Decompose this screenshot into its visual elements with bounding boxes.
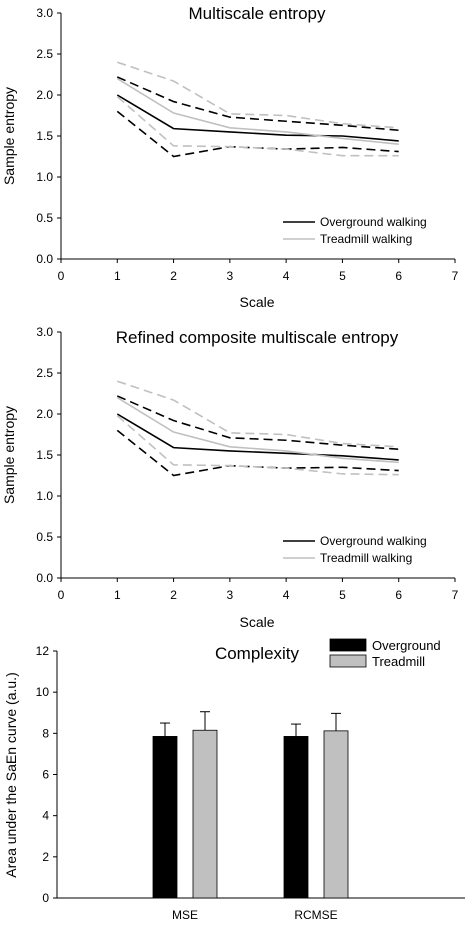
x-tick-label: 6 xyxy=(395,588,402,602)
chart-title: Refined composite multiscale entropy xyxy=(116,328,399,347)
x-tick-label: 0 xyxy=(58,588,65,602)
y-tick-label: 3.0 xyxy=(36,325,53,339)
x-tick-label: 2 xyxy=(170,269,177,283)
y-tick-label: 2.0 xyxy=(36,407,53,421)
complexity-bar-chart: Complexity Area under the SaEn curve (a.… xyxy=(3,638,465,922)
chart-title: Multiscale entropy xyxy=(188,4,326,23)
x-tick-label: 1 xyxy=(114,588,121,602)
x-tick-label: 1 xyxy=(114,269,121,283)
y-tick-label: 0.0 xyxy=(36,252,53,266)
series-line xyxy=(116,415,399,476)
y-tick-label: 1.0 xyxy=(36,170,53,184)
y-tick-label: 0.5 xyxy=(36,530,53,544)
y-tick-label: 10 xyxy=(36,685,50,699)
y-tick-label: 3.0 xyxy=(36,6,53,20)
x-tick-label: 0 xyxy=(58,269,65,283)
legend-label: Treadmill walking xyxy=(320,232,412,246)
y-tick-label: 6 xyxy=(42,768,49,782)
y-tick-label: 2.0 xyxy=(36,88,53,102)
y-tick-label: 2.5 xyxy=(36,366,53,380)
legend-swatch xyxy=(329,654,367,668)
y-tick-label: 1.5 xyxy=(36,448,53,462)
y-tick-label: 0 xyxy=(42,891,49,905)
category-label: MSE xyxy=(172,908,198,922)
series-line xyxy=(116,396,399,464)
series-line xyxy=(116,395,399,451)
series-line xyxy=(117,61,399,129)
x-tick-label: 7 xyxy=(452,269,459,283)
x-tick-label: 5 xyxy=(339,588,346,602)
x-tick-label: 2 xyxy=(170,588,177,602)
legend-label: Overground xyxy=(372,638,441,653)
y-tick-label: 1.5 xyxy=(36,129,53,143)
bar xyxy=(152,736,178,899)
legend-label: Treadmill walking xyxy=(320,551,412,565)
x-axis-label: Scale xyxy=(239,294,274,310)
legend-label: Treadmill xyxy=(372,654,425,669)
series-line xyxy=(116,77,399,145)
x-tick-label: 4 xyxy=(283,588,290,602)
legend-label: Overground walking xyxy=(320,215,427,229)
x-tick-label: 3 xyxy=(227,588,234,602)
bar xyxy=(283,736,309,899)
x-tick-label: 5 xyxy=(339,269,346,283)
series-line xyxy=(116,413,399,461)
category-label: RCMSE xyxy=(294,908,337,922)
y-axis-label: Sample entropy xyxy=(1,406,17,504)
x-tick-label: 4 xyxy=(283,269,290,283)
x-tick-label: 7 xyxy=(452,588,459,602)
series-line xyxy=(116,76,399,132)
series-line xyxy=(116,94,399,142)
y-tick-label: 8 xyxy=(42,726,49,740)
y-tick-label: 12 xyxy=(36,644,50,658)
series-line xyxy=(116,96,399,157)
x-tick-label: 3 xyxy=(227,269,234,283)
mse-line-chart: Multiscale entropy Sample entropy Scale … xyxy=(1,4,459,310)
x-tick-label: 6 xyxy=(395,269,402,283)
y-tick-label: 4 xyxy=(42,809,49,823)
y-tick-label: 0.0 xyxy=(36,571,53,585)
legend-swatch xyxy=(329,638,367,652)
legend-label: Overground walking xyxy=(320,534,427,548)
y-tick-label: 1.0 xyxy=(36,489,53,503)
y-axis-label: Sample entropy xyxy=(1,87,17,185)
y-tick-label: 0.5 xyxy=(36,211,53,225)
series-line xyxy=(117,380,399,448)
bar xyxy=(323,730,349,899)
y-tick-label: 2 xyxy=(42,850,49,864)
chart-title: Complexity xyxy=(215,644,300,663)
y-axis-label: Area under the SaEn curve (a.u.) xyxy=(3,672,19,877)
x-axis-label: Scale xyxy=(239,614,274,630)
rcmse-line-chart: Refined composite multiscale entropy Sam… xyxy=(1,325,459,630)
y-tick-label: 2.5 xyxy=(36,47,53,61)
bar xyxy=(192,729,218,899)
